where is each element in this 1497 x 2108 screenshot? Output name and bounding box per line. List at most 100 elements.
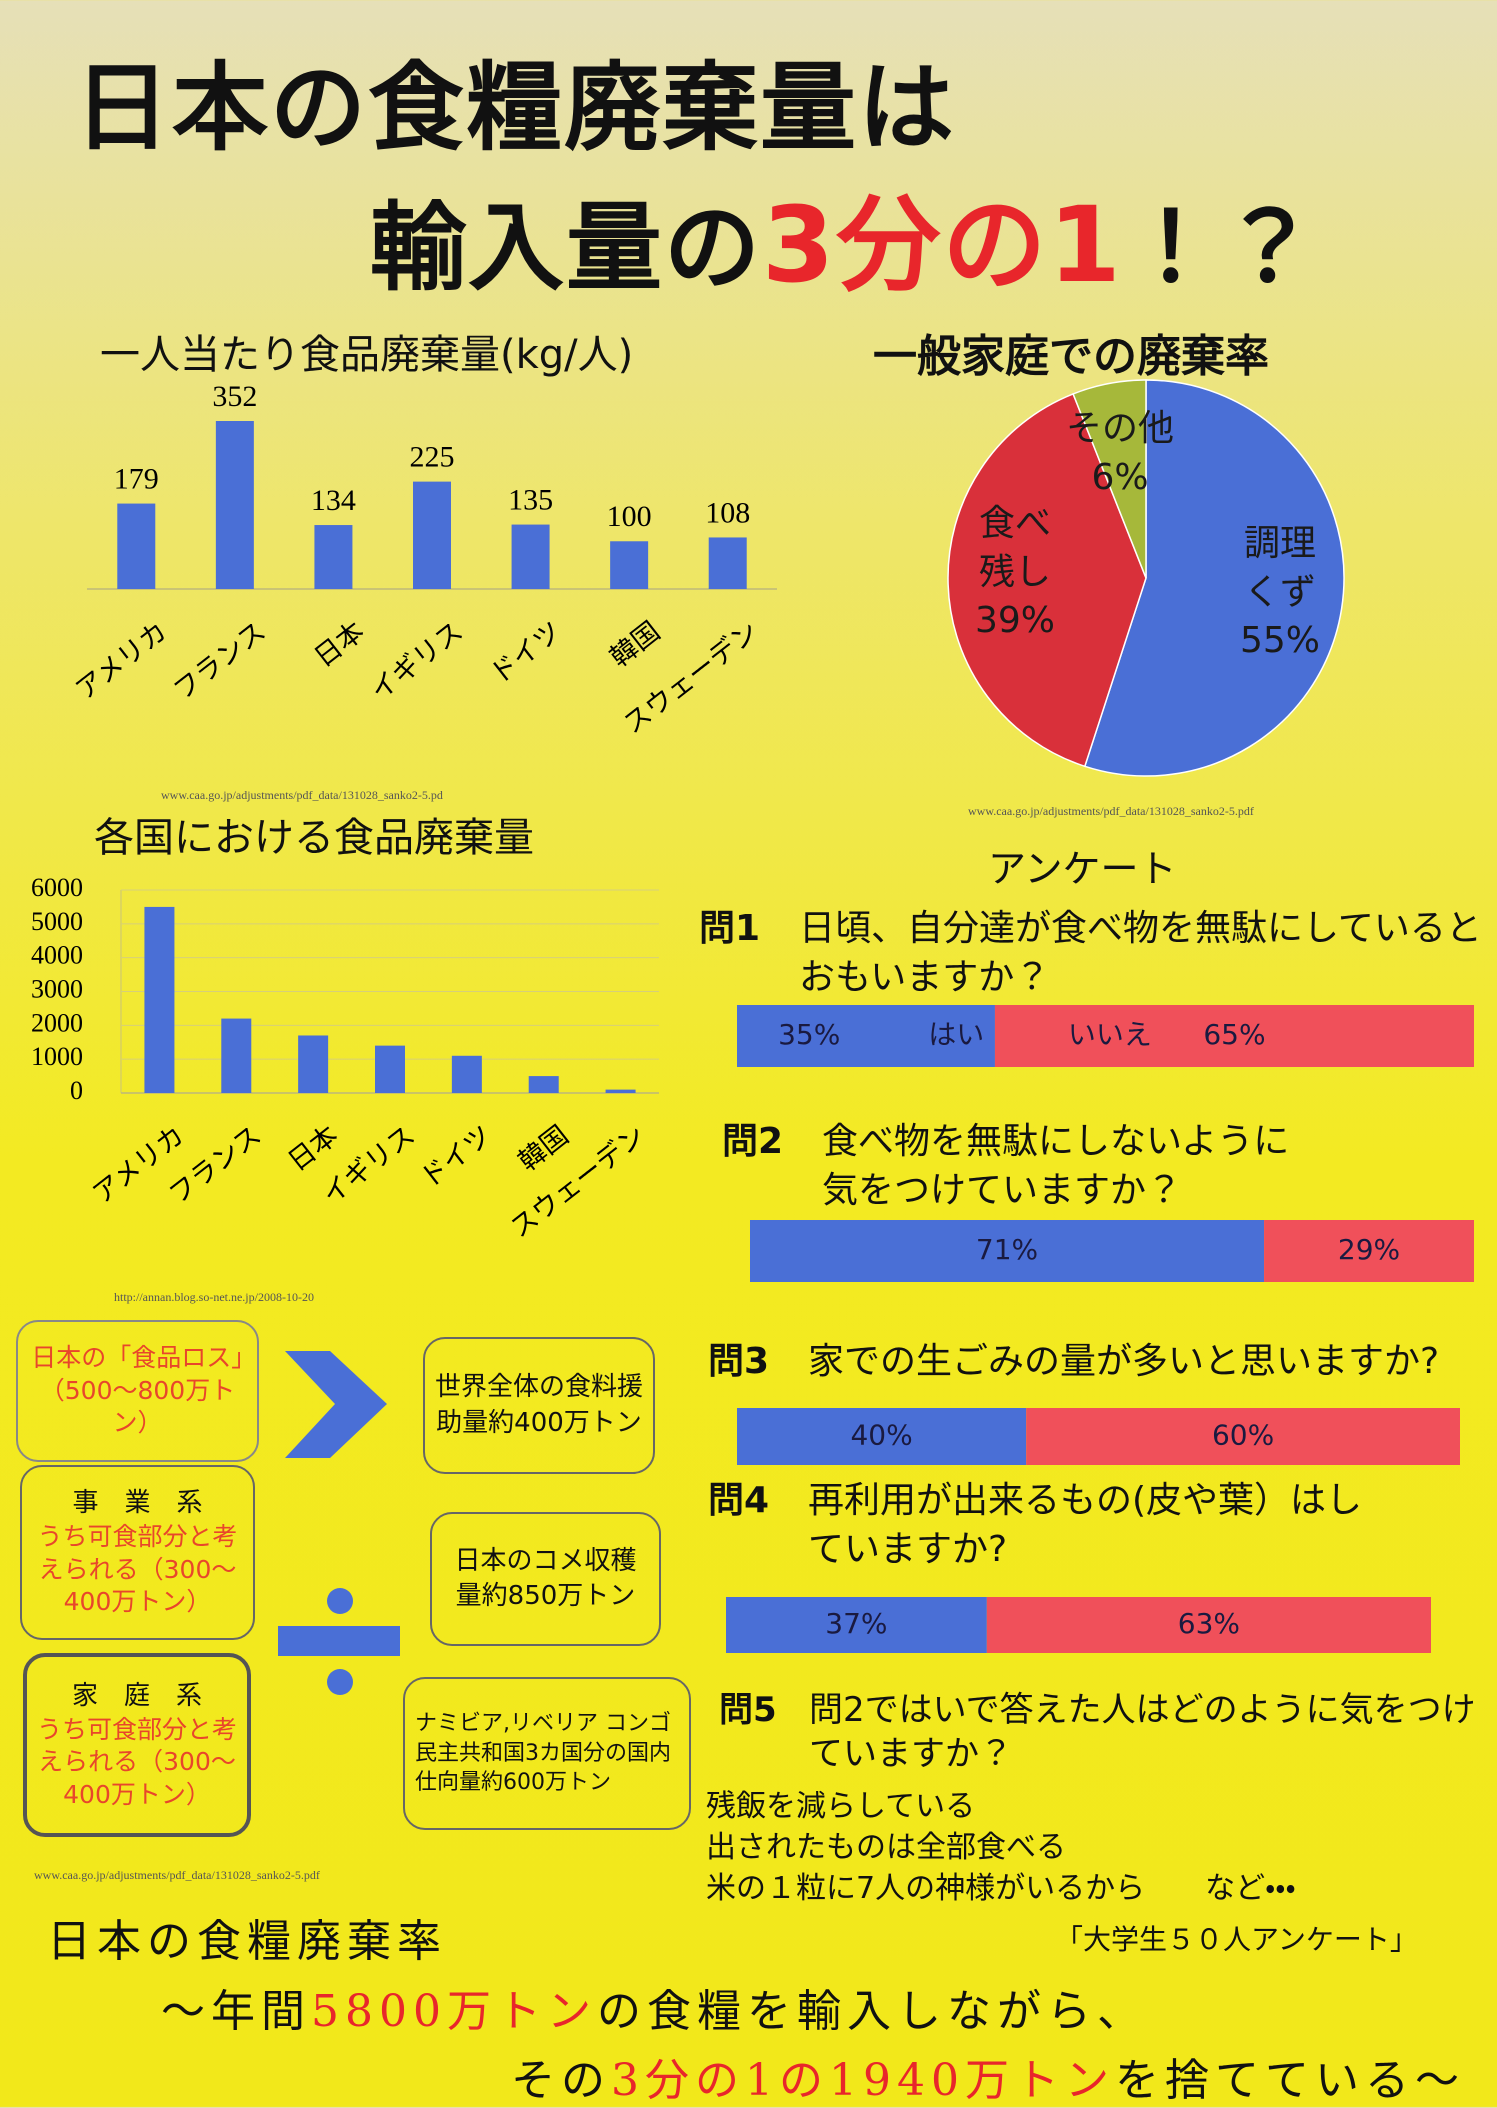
x-tick-label: イギリス: [365, 616, 469, 707]
divide-bar: [278, 1626, 400, 1656]
y-tick-label: 6000: [31, 873, 83, 902]
y-tick-label: 3000: [31, 974, 83, 1003]
question-label: 問1: [699, 908, 761, 949]
bar: [215, 421, 254, 589]
box-heading: 家 庭 系: [71, 1680, 202, 1711]
bar: [413, 481, 451, 589]
bar: [451, 1055, 482, 1093]
box-text: うち可食部分と考えられる（300～400万トン）: [37, 1714, 238, 1809]
value-label: 179: [114, 462, 159, 495]
divide-dot: [327, 1588, 353, 1614]
question-text: 再利用が出来るもの(皮や葉）はしていますか?: [808, 1480, 1363, 1570]
bar: [144, 906, 175, 1093]
source: www.caa.go.jp/adjustments/pdf_data/13102…: [34, 1868, 320, 1882]
source: http://annan.blog.so-net.ne.jp/2008-10-2…: [114, 1290, 314, 1304]
box-text: 日本の「食品ロス」（500～800万トン）: [31, 1343, 244, 1438]
box: 世界全体の食料援助量約400万トン: [423, 1337, 655, 1474]
x-tick-label: 韓国: [604, 616, 666, 674]
value-label: 29%: [1338, 1233, 1400, 1266]
question: 問5 問2ではいで答えた人はどのように気をつけていますか？: [719, 1688, 1479, 1776]
slice-label: その他 6%: [1055, 405, 1185, 502]
x-tick-label: ドイツ: [485, 616, 568, 690]
value-label: 225: [410, 441, 455, 474]
answer: 出されたものは全部食べる: [706, 1830, 1066, 1865]
source: www.caa.go.jp/adjustments/pdf_data/13102…: [968, 804, 1254, 818]
bar-segment: [726, 1597, 987, 1653]
answer: 米の１粒に7人の神様がいるから など・・・: [706, 1871, 1296, 1906]
bar-segment: [1026, 1408, 1460, 1465]
x-tick-label: アメリカ: [70, 616, 173, 706]
y-tick-label: 2000: [31, 1008, 83, 1037]
value-label: 65%: [1203, 1018, 1265, 1051]
chart-title: 一人当たり食品廃棄量(kg/人): [100, 332, 634, 378]
answers: 残飯を減らしている 出されたものは全部食べる 米の１粒に7人の神様がいるから な…: [706, 1786, 1296, 1909]
bar: [610, 541, 649, 589]
question: 問1 日頃、自分達が食べ物を無駄にしているとおもいますか？: [699, 905, 1485, 1002]
pie-slice: [1083, 379, 1345, 777]
question-label: 問5: [719, 1690, 777, 1730]
answer: 残飯を減らしている: [706, 1789, 976, 1824]
slice-value: 39%: [974, 600, 1055, 642]
question-text: 食べ物を無駄にしないように気をつけていますか？: [822, 1121, 1290, 1211]
value-label: 71%: [976, 1233, 1038, 1266]
title-part: ！？: [1122, 192, 1319, 304]
bar-segment: [986, 1597, 1431, 1653]
slice-name: その他: [1065, 408, 1174, 449]
y-tick-label: 0: [70, 1076, 83, 1105]
box-heading: 事 業 系: [72, 1488, 203, 1519]
value-label: 60%: [1212, 1419, 1274, 1452]
footer-text: の食糧を輸入しながら、: [596, 1986, 1147, 2037]
bar: [117, 503, 156, 589]
value-label: 135: [508, 483, 553, 516]
divide-dot: [327, 1669, 353, 1695]
pie-slice: [1072, 379, 1147, 579]
x-tick-label: 日本: [282, 1120, 344, 1178]
source: www.caa.go.jp/adjustments/pdf_data/13102…: [161, 788, 443, 802]
value-label: 352: [212, 380, 257, 413]
x-tick-label: フランス: [168, 616, 272, 707]
bar-segment: [737, 1408, 1027, 1465]
bar-segment: [737, 1005, 995, 1067]
value-label: 35%: [778, 1018, 840, 1051]
bar-segment: [994, 1005, 1474, 1067]
footer-line: 日本の食糧廃棄率: [47, 1916, 447, 1967]
x-tick-label: 韓国: [513, 1120, 575, 1178]
x-tick-label: 日本: [309, 616, 371, 674]
question-text: 日頃、自分達が食べ物を無駄にしているとおもいますか？: [799, 908, 1482, 998]
box-text: 日本のコメ収穫量約850万トン: [454, 1545, 637, 1611]
footer-line: その3分の1の1940万トンを捨てている～: [511, 2044, 1465, 2108]
question-text: 問2ではいで答えた人はどのように気をつけていますか？: [809, 1690, 1476, 1775]
bar: [298, 1035, 329, 1093]
bar: [375, 1045, 405, 1093]
box-text: 世界全体の食料援助量約400万トン: [435, 1372, 644, 1438]
bar: [221, 1018, 252, 1093]
footer-line: ～年間5800万トンの食糧を輸入しながら、: [161, 1975, 1147, 2039]
bar: [511, 524, 550, 589]
survey-heading: アンケート: [988, 847, 1177, 891]
value-label: 108: [705, 496, 750, 529]
footer-text: ～年間: [161, 1986, 311, 2037]
box: ナミビア,リベリア コンゴ 民主共和国3カ国分の国内仕向量約600万トン: [403, 1677, 691, 1830]
box: 家 庭 系 うち可食部分と考えられる（300～400万トン）: [23, 1653, 251, 1837]
title-part: 輸入量の: [370, 192, 762, 304]
bar: [314, 525, 353, 589]
bar: [605, 1089, 636, 1093]
footer-highlight: 3分の1の1940万トン: [611, 2055, 1115, 2106]
title-line1: 日本の食糧廃棄量は: [74, 52, 956, 164]
chart-title: 各国における食品廃棄量: [94, 815, 534, 861]
bar-segment: [750, 1220, 1265, 1282]
footer-highlight: 5800万トン: [311, 1986, 597, 2037]
survey-note: 「大学生５０人アンケート」: [1055, 1923, 1418, 1956]
slice-label: 調理くず 55%: [1238, 520, 1322, 666]
question-label: 問2: [722, 1121, 784, 1162]
pie-slice: [947, 392, 1147, 768]
box: 日本のコメ収穫量約850万トン: [430, 1512, 661, 1646]
title-line2: 輸入量の3分の1！？: [370, 160, 1319, 311]
title-highlight: 3分の1: [762, 184, 1123, 306]
question: 問3 家での生ごみの量が多いと思いますか?: [708, 1338, 1497, 1387]
legend-label: いいえ: [1068, 1018, 1152, 1051]
value-label: 37%: [825, 1607, 887, 1640]
value-label: 100: [607, 500, 652, 533]
